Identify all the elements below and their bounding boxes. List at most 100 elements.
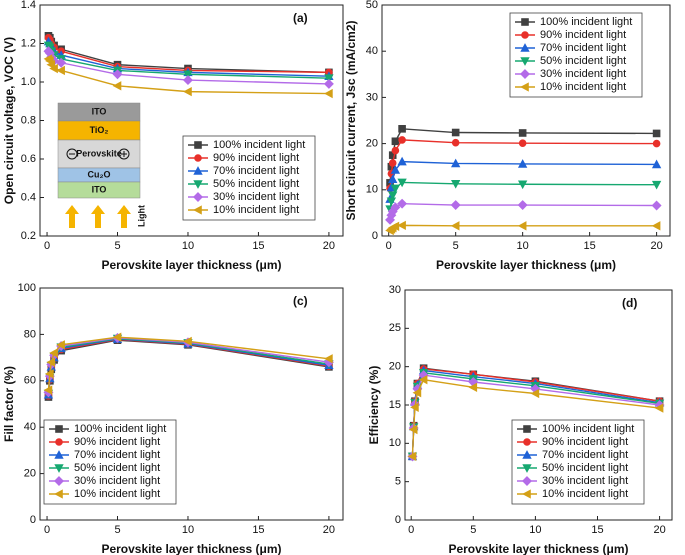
marker (651, 180, 662, 190)
y-tick-label: 50 (366, 0, 378, 11)
marker (45, 369, 54, 379)
marker (183, 75, 193, 86)
marker (391, 137, 400, 146)
legend-label: 90% incident light (542, 436, 628, 448)
legend-label: 90% incident light (74, 436, 160, 448)
legend-box (182, 135, 316, 221)
x-tick-label: 20 (650, 240, 662, 252)
legend-label: 70% incident light (74, 449, 160, 461)
x-tick-label: 10 (182, 240, 194, 252)
marker (451, 128, 460, 137)
x-tick-label: 5 (470, 524, 476, 536)
marker (56, 340, 65, 350)
legend-label: 30% incident light (540, 68, 626, 80)
marker (183, 336, 192, 347)
marker (54, 464, 64, 473)
marker (651, 159, 662, 169)
light-arrow (91, 205, 105, 228)
marker (56, 65, 65, 76)
x-tick-label: 5 (453, 240, 459, 252)
x-tick-label: 20 (653, 524, 665, 536)
y-tick-label: 5 (395, 476, 401, 488)
marker (398, 125, 406, 133)
legend-label: 70% incident light (542, 449, 628, 461)
inset-label: ITO (92, 106, 107, 116)
inset-label: Cu₂O (88, 169, 111, 179)
marker (112, 81, 122, 91)
marker (55, 438, 63, 446)
marker (112, 69, 123, 80)
legend-label: 100% incident light (542, 423, 634, 435)
marker (56, 57, 67, 68)
marker (49, 348, 58, 358)
marker (397, 220, 406, 231)
marker (46, 357, 56, 367)
marker (521, 31, 529, 39)
marker (193, 180, 203, 189)
y-tick-label: 20 (389, 361, 401, 373)
series-line (411, 378, 660, 457)
marker (523, 425, 531, 433)
marker (386, 197, 397, 207)
x-tick-label: 0 (44, 240, 50, 252)
marker (183, 70, 193, 80)
plot-frame (381, 4, 671, 237)
marker (390, 221, 400, 231)
inset-label: ITO (92, 184, 107, 194)
x-tick-label: 20 (323, 524, 335, 536)
x-tick-label: 10 (182, 524, 194, 536)
marker (43, 385, 53, 395)
panel-label: (a) (293, 11, 308, 25)
marker (652, 139, 661, 148)
legend-label: 10% incident light (542, 488, 628, 500)
y-tick-label: 30 (389, 284, 401, 296)
marker (391, 146, 400, 155)
marker (522, 489, 531, 499)
x-tick-label: 10 (517, 240, 529, 252)
marker (112, 332, 122, 342)
marker (407, 451, 417, 462)
marker (522, 476, 532, 486)
y-axis-label: Fill factor (%) (2, 366, 16, 442)
marker (522, 464, 532, 473)
marker (54, 489, 63, 499)
y-tick-label: 1.0 (21, 76, 36, 88)
marker (523, 438, 531, 446)
legend-box (43, 419, 177, 505)
inset-label: TiO₂ (90, 125, 109, 135)
y-tick-label: 15 (389, 399, 401, 411)
light-arrow (65, 205, 79, 228)
legend-label: 90% incident light (213, 152, 299, 164)
marker (398, 136, 406, 144)
y-tick-label: 40 (24, 421, 36, 433)
inset-label: Light (136, 205, 146, 227)
y-tick-label: 25 (389, 322, 401, 334)
plot-frame (39, 287, 344, 521)
marker (397, 178, 407, 188)
y-tick-label: 20 (366, 138, 378, 150)
x-axis-label: Perovskite layer thickness (μm) (101, 542, 281, 555)
legend-label: 30% incident light (213, 191, 299, 203)
x-tick-label: 5 (114, 240, 120, 252)
marker (520, 43, 530, 52)
legend-label: 50% incident light (542, 462, 628, 474)
marker (410, 402, 419, 412)
inset-label: Perovskite (76, 148, 122, 158)
legend-label: 100% incident light (540, 16, 632, 28)
marker (323, 78, 334, 89)
marker (451, 138, 460, 147)
marker (412, 388, 422, 398)
marker (651, 200, 662, 211)
inset-charge (66, 148, 78, 160)
y-tick-label: 100 (18, 282, 36, 294)
y-tick-label: 40 (366, 45, 378, 57)
x-tick-label: 10 (529, 524, 541, 536)
marker (324, 88, 333, 99)
x-axis-label: Perovskite layer thickness (μm) (448, 542, 628, 555)
marker (388, 191, 398, 201)
marker (521, 18, 529, 26)
y-tick-label: 0 (372, 230, 378, 242)
legend-label: 10% incident light (213, 204, 299, 216)
marker (390, 165, 401, 174)
